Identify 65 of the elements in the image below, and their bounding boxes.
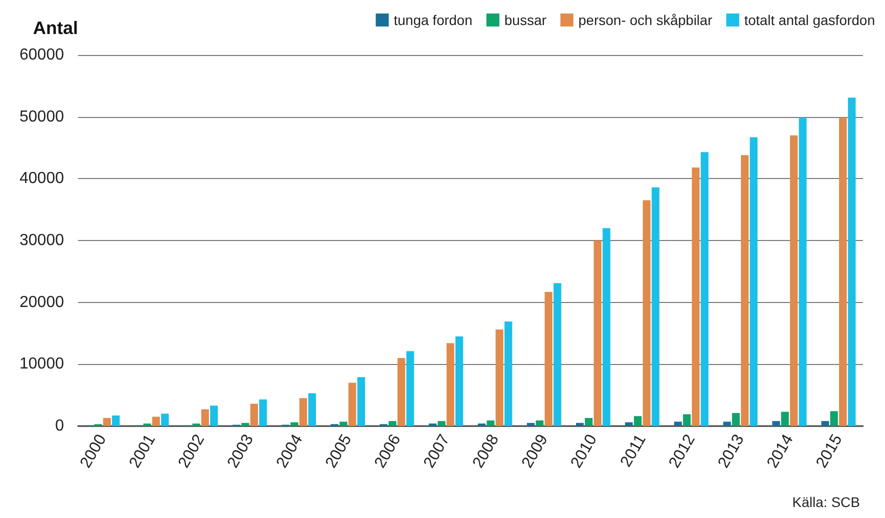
bar bbox=[594, 240, 602, 426]
bar bbox=[152, 416, 160, 426]
bar bbox=[308, 393, 316, 426]
bar bbox=[781, 412, 789, 426]
bar bbox=[357, 377, 366, 426]
bar bbox=[625, 422, 633, 426]
bar bbox=[340, 422, 348, 426]
bar bbox=[576, 422, 584, 426]
bar bbox=[290, 422, 298, 426]
y-tick-label: 20000 bbox=[20, 294, 64, 311]
bar bbox=[544, 292, 552, 426]
legend-label: tunga fordon bbox=[394, 12, 472, 28]
bar bbox=[161, 414, 169, 426]
y-tick-label: 60000 bbox=[20, 46, 64, 64]
bar bbox=[397, 358, 406, 426]
bar bbox=[830, 411, 838, 426]
bar bbox=[839, 117, 847, 426]
bar bbox=[536, 420, 544, 426]
legend-label: totalt antal gasfordon bbox=[744, 12, 876, 28]
bar bbox=[700, 152, 708, 426]
bar bbox=[504, 322, 512, 426]
bar bbox=[455, 336, 464, 426]
bar bbox=[201, 409, 209, 426]
bar bbox=[210, 406, 218, 426]
bar bbox=[241, 422, 250, 426]
bar bbox=[299, 398, 308, 426]
bar bbox=[723, 422, 731, 426]
bar bbox=[526, 422, 535, 426]
bar bbox=[602, 228, 610, 426]
bar bbox=[250, 404, 258, 426]
bar bbox=[634, 416, 642, 426]
bar bbox=[642, 200, 651, 426]
bar bbox=[103, 418, 111, 426]
y-tick-label: 0 bbox=[55, 418, 64, 434]
bar bbox=[732, 413, 740, 426]
y-tick-label: 30000 bbox=[20, 232, 64, 249]
bar bbox=[772, 421, 780, 426]
bar bbox=[674, 422, 682, 426]
legend-label: bussar bbox=[504, 12, 547, 28]
bar bbox=[446, 343, 454, 426]
y-tick-label: 40000 bbox=[20, 170, 64, 188]
bar bbox=[692, 168, 700, 426]
bar bbox=[584, 418, 593, 426]
bar bbox=[790, 135, 798, 426]
text: Källa: SCB bbox=[792, 494, 860, 510]
bar bbox=[652, 187, 660, 426]
legend-label: person- och skåpbilar bbox=[578, 12, 713, 28]
bar bbox=[438, 421, 446, 426]
y-tick-label: 50000 bbox=[20, 108, 64, 126]
bar bbox=[798, 117, 807, 426]
y-tick-label: 10000 bbox=[20, 356, 64, 373]
bar bbox=[821, 421, 830, 426]
bar bbox=[259, 399, 267, 426]
bar bbox=[554, 283, 562, 426]
bar bbox=[406, 351, 414, 426]
bar bbox=[388, 421, 396, 426]
bar bbox=[750, 137, 758, 426]
bar bbox=[682, 414, 691, 426]
bar bbox=[848, 98, 856, 426]
bar bbox=[496, 330, 504, 426]
bar bbox=[740, 155, 749, 426]
y-axis-title: Antal bbox=[33, 18, 78, 38]
bar bbox=[486, 420, 494, 426]
bar bbox=[348, 382, 356, 426]
bar bbox=[112, 415, 120, 426]
